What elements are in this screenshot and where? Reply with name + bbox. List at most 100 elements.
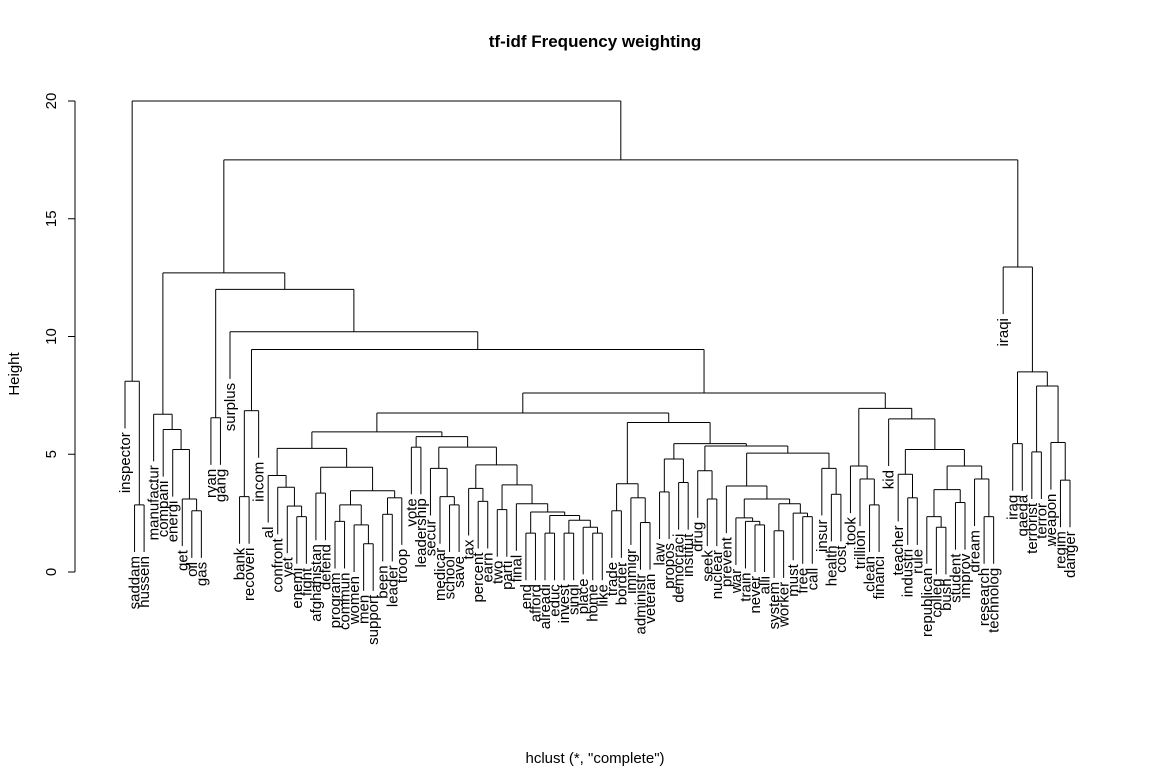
leaf-label-leader: leader [384,565,401,607]
leaf-label-terror: terror [1033,503,1050,539]
leaf-label-earn: earn [480,553,497,583]
leaf-label-improv: improv [957,553,974,599]
leaf-label-research: research [976,568,993,626]
leaf-label-insur: insur [814,519,831,552]
chart-title: tf-idf Frequency weighting [489,32,702,51]
leaf-label-ryan: ryan [203,469,220,498]
leaf-label-drug: drug [690,522,707,552]
leaf-label-student: student [948,553,965,603]
leaf-label-yet: yet [279,556,296,577]
leaf-label-institut: institut [680,533,697,577]
leaf-label-terrorist: terrorist [1024,502,1041,554]
leaf-label-alli: alli [757,576,774,594]
leaf-label-nuclear: nuclear [709,550,726,599]
leaf-label-propos: propos [661,543,678,589]
leaf-label-regim: regim [1053,531,1070,569]
leaf-label-percent: percent [470,552,487,603]
leaf-label-two: two [489,561,506,584]
leaf-label-compani: compani [155,481,172,538]
y-tick-label: 10 [43,328,60,345]
leaf-label-tax: tax [461,539,478,560]
leaf-label-singl: singl [566,584,583,615]
leaf-label-immigr: immigr [623,549,640,594]
leaf-label-trillion: trillion [852,530,869,569]
leaf-label-dream: dream [967,530,984,573]
leaf-label-must: must [785,563,802,596]
leaf-label-vote: vote [403,498,420,526]
leaf-label-medicar: medicar [432,548,449,601]
leaf-label-took: took [843,517,860,546]
leaf-label-administr: administr [633,574,650,635]
leaf-label-technolog: technolog [986,568,1003,633]
leaf-label-trade: trade [604,562,621,596]
leaf-label-secur: secur [423,520,440,557]
leaf-label-inspector: inspector [117,432,134,493]
leaf-label-incom: incom [251,462,268,502]
leaf-label-end: end [518,584,535,609]
leaf-label-gang: gang [213,469,230,502]
leaf-label-never: never [747,576,764,614]
leaf-label-defend: defend [318,544,335,590]
leaf-label-commun: commun [337,573,354,631]
leaf-label-oil: oil [184,562,201,577]
leaf-label-saddam: saddam [127,556,144,609]
leaf-label-weapon: weapon [1043,494,1060,548]
leaf-label-recoveri: recoveri [241,548,258,601]
leaf-label-place: place [575,578,592,614]
leaf-label-troop: troop [394,549,411,583]
leaf-label-clean: clean [862,556,879,592]
leaf-label-call: call [804,568,821,591]
leaf-label-kid: kid [881,470,898,489]
leaf-label-danger: danger [1062,531,1079,578]
leaf-label-fight: fight [298,567,315,596]
y-tick-label: 20 [43,93,60,110]
leaf-label-cost: cost [833,545,850,573]
y-tick-label: 5 [43,450,60,458]
y-tick-label: 0 [43,568,60,576]
leaf-label-alreadi: alreadi [537,584,554,629]
leaf-label-educ: educ [547,584,564,617]
leaf-label-republican: republican [919,568,936,637]
leaf-label-border: border [613,562,630,605]
leaf-label-invest: invest [556,583,573,623]
leaf-label-al: al [260,527,277,539]
leaf-label-enemi: enemi [289,568,306,609]
leaf-label-veteran: veteran [642,574,659,624]
leaf-label-final: final [508,555,525,583]
leaf-label-train: train [738,573,755,602]
leaf-label-confront: confront [270,537,287,592]
leaf-label-program: program [327,573,344,629]
leaf-label-school: school [442,556,459,599]
leaf-label-iraq: iraq [1005,495,1022,520]
leaf-labels: saddamhusseininspectoroilgasgetenergicom… [117,318,1079,645]
y-axis: 0 5 10 15 20 [43,93,76,576]
leaf-label-support: support [365,594,382,645]
leaf-label-qaeda: qaeda [1014,494,1031,536]
leaf-label-gas: gas [193,562,210,586]
leaf-label-afford: afford [528,584,545,622]
leaf-label-democraci: democraci [671,534,688,603]
leaf-label-like: like [594,584,611,607]
leaf-label-home: home [585,584,602,622]
leaf-label-financi: financi [871,556,888,599]
leaf-label-system: system [766,582,783,630]
x-axis-label: hclust (*, "complete") [525,750,664,767]
leaf-label-hussein: hussein [136,556,153,608]
leaf-label-prevent: prevent [718,536,735,587]
leaf-label-surplus: surplus [222,383,239,431]
leaf-label-rule: rule [909,549,926,574]
y-tick-label: 15 [43,210,60,227]
leaf-label-manufactur: manufactur [146,465,163,540]
y-axis-label: Height [6,351,23,395]
leaf-label-bank: bank [232,547,249,580]
leaf-label-free: free [795,568,812,594]
leaf-label-iraqi: iraqi [995,318,1012,346]
leaf-label-been: been [375,565,392,598]
leaf-label-industri: industri [900,549,917,597]
leaf-label-parti: parti [499,561,516,590]
leaf-label-leadership: leadership [413,498,430,567]
leaf-label-get: get [174,549,191,571]
leaf-label-seek: seek [699,550,716,582]
leaf-label-law: law [652,543,669,566]
